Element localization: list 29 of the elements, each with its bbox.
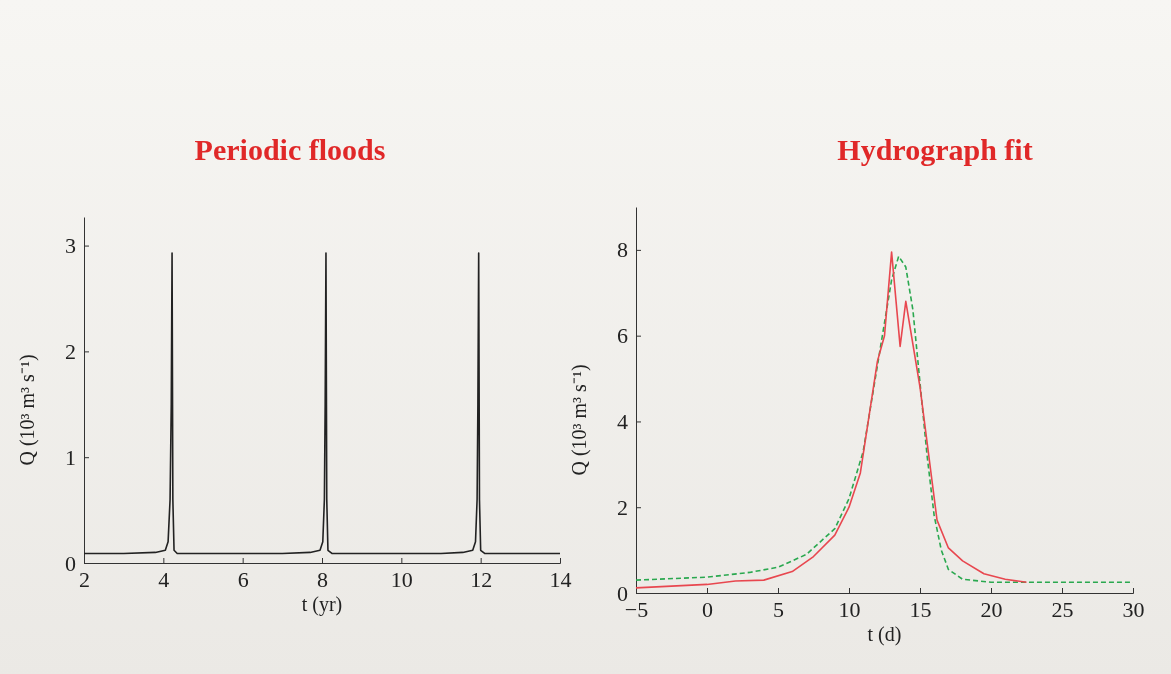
x-tick-label: 0 [702,596,713,622]
x-tick-label: 12 [470,566,493,592]
x-tick-label: 20 [980,596,1003,622]
y-tick-label: 6 [617,323,628,349]
y-tick-label: 4 [617,408,628,434]
line-series [635,251,1028,589]
x-tick-label: 25 [1051,596,1074,622]
x-tick-label: 4 [158,566,170,592]
x-tick-label: 8 [317,566,328,592]
x-tick-label: 14 [549,566,572,592]
x-tick-label: 6 [237,566,249,592]
y-tick-label: 2 [65,338,76,364]
y-tick-label: 8 [617,237,628,263]
y-tick-label: 2 [617,494,628,520]
chart-title: Periodic floods [194,133,386,166]
y-tick-label: 3 [65,233,76,259]
chart-title: Hydrograph fit [837,133,1033,166]
x-axis-title: t (yr) [301,593,343,616]
y-axis-title: Q (10³ m³ s⁻¹) [16,354,39,466]
y-tick-label: 0 [65,550,76,576]
y-axis-title: Q (10³ m³ s⁻¹) [568,364,591,476]
x-tick-label: 10 [390,566,413,592]
line-series [83,252,561,555]
x-tick-label: 30 [1122,596,1145,622]
x-tick-label: 10 [838,596,861,622]
x-tick-label: 5 [773,596,784,622]
y-tick-label: 1 [65,444,76,470]
x-axis-title: t (d) [867,623,902,646]
x-tick-label: 15 [909,596,932,622]
